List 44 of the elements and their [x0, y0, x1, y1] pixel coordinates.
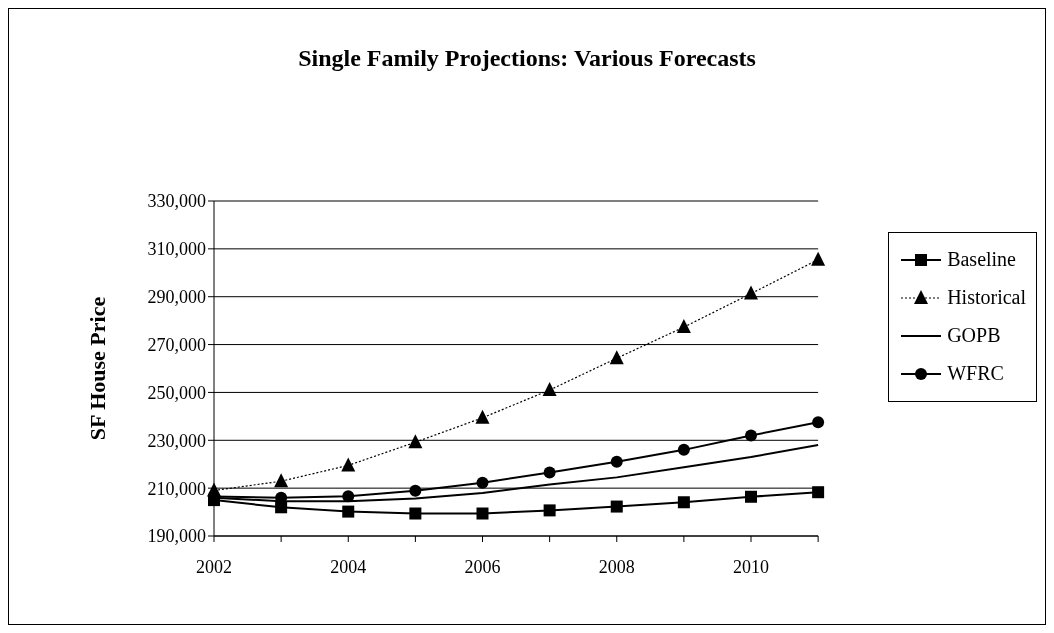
- point: [476, 476, 489, 489]
- point: [341, 457, 356, 472]
- x-tick-label: 2010: [733, 556, 769, 577]
- point: [409, 484, 422, 497]
- point: [744, 285, 758, 300]
- point: [542, 382, 557, 397]
- point: [610, 455, 623, 468]
- point: [812, 416, 825, 429]
- point: [745, 490, 757, 503]
- point: [677, 496, 690, 509]
- point: [476, 507, 489, 520]
- y-tick-label: 290,000: [147, 287, 206, 308]
- point: [812, 486, 825, 499]
- point: [409, 507, 422, 520]
- point: [342, 490, 355, 503]
- point: [274, 473, 289, 488]
- point: [609, 350, 624, 365]
- legend-label: Historical: [947, 286, 1026, 309]
- y-tick-label: 190,000: [147, 526, 206, 547]
- point: [543, 466, 556, 479]
- x-tick-label: 2004: [330, 556, 367, 577]
- y-tick-label: 230,000: [147, 430, 206, 451]
- point: [677, 443, 690, 456]
- x-tick-label: 2002: [196, 556, 232, 577]
- point: [342, 505, 355, 518]
- y-tick-label: 270,000: [147, 334, 206, 355]
- y-axis-title: SF House Price: [84, 296, 110, 441]
- point: [543, 504, 556, 517]
- legend-label: GOPB: [947, 324, 1001, 347]
- point: [745, 429, 757, 442]
- chart-title: Single Family Projections: Various Forecasts: [297, 45, 757, 72]
- point: [475, 409, 490, 424]
- x-tick-label: 2008: [598, 556, 635, 577]
- point: [811, 251, 826, 266]
- y-tick-label: 310,000: [147, 239, 206, 260]
- legend-label: WFRC: [947, 362, 1004, 385]
- point: [610, 500, 623, 513]
- y-tick-label: 250,000: [147, 382, 206, 403]
- point: [676, 319, 691, 334]
- point: [408, 434, 423, 449]
- y-tick-label: 330,000: [147, 191, 206, 212]
- legend-label: Baseline: [947, 248, 1016, 271]
- x-tick-label: 2006: [464, 556, 501, 577]
- y-tick-label: 210,000: [147, 478, 206, 499]
